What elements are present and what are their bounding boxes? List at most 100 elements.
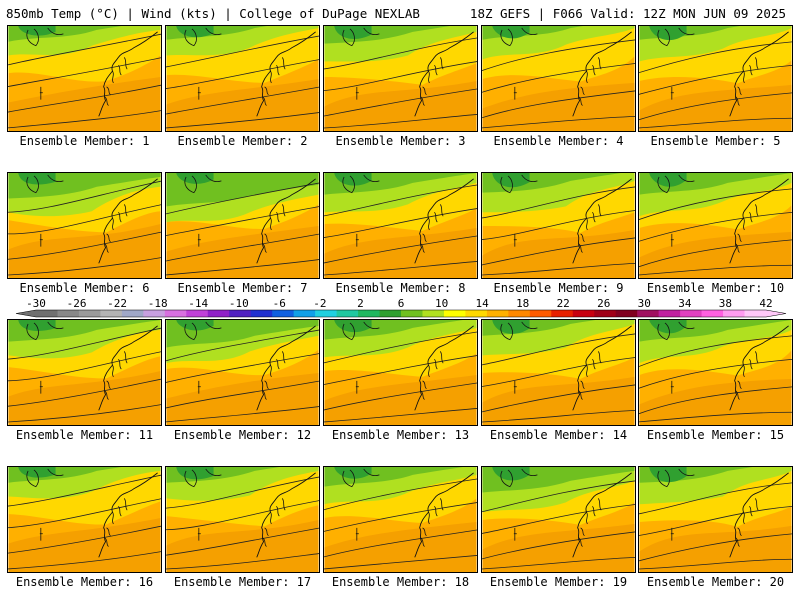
colorbar-swatch (207, 310, 230, 317)
temperature-map (323, 466, 478, 573)
header-title-right: 18Z GEFS | F066 Valid: 12Z MON JUN 09 20… (469, 6, 786, 21)
ensemble-member-panel: Ensemble Member: 1 (7, 25, 162, 148)
ensemble-member-panel: Ensemble Member: 19 (481, 466, 636, 589)
colorbar-swatch (164, 310, 187, 317)
colorbar-swatch (57, 310, 80, 317)
colorbar-swatch (379, 310, 402, 317)
colorbar-swatch (551, 310, 574, 317)
temperature-map (481, 25, 636, 132)
temperature-map (165, 25, 320, 132)
temperature-map (323, 172, 478, 279)
ensemble-member-panel: Ensemble Member: 8 (323, 172, 478, 295)
ensemble-member-panel: Ensemble Member: 9 (481, 172, 636, 295)
colorbar-swatch (358, 310, 380, 317)
colorbar-swatch (658, 310, 681, 317)
colorbar-tick-label: -22 (107, 297, 127, 310)
temperature-map (323, 25, 478, 132)
colorbar-swatch (100, 310, 123, 317)
colorbar-tick-label: 2 (357, 297, 364, 310)
temperature-map (638, 319, 793, 426)
colorbar-swatch (486, 310, 509, 317)
colorbar-swatch (36, 310, 58, 317)
ensemble-member-panel: Ensemble Member: 6 (7, 172, 162, 295)
temperature-map (481, 466, 636, 573)
ensemble-member-label: Ensemble Member: 6 (19, 281, 150, 295)
colorbar-tick-label: -14 (188, 297, 208, 310)
colorbar-swatch (272, 310, 295, 317)
header-title-left: 850mb Temp (°C) | Wind (kts) | College o… (6, 6, 420, 21)
colorbar-tick-label: -6 (273, 297, 286, 310)
ensemble-member-label: Ensemble Member: 5 (650, 134, 781, 148)
ensemble-member-label: Ensemble Member: 20 (646, 575, 785, 589)
temperature-map (7, 466, 162, 573)
temperature-map (165, 172, 320, 279)
colorbar-swatch (78, 310, 101, 317)
colorbar-swatch (186, 310, 209, 317)
temperature-map (638, 172, 793, 279)
ensemble-member-label: Ensemble Member: 16 (15, 575, 154, 589)
colorbar-swatch (701, 310, 724, 317)
colorbar-tick-label: -30 (26, 297, 46, 310)
ensemble-member-panel: Ensemble Member: 13 (323, 319, 478, 442)
colorbar-tick-label: 34 (678, 297, 692, 310)
ensemble-member-panel: Ensemble Member: 15 (638, 319, 793, 442)
colorbar-swatch (229, 310, 252, 317)
colorbar-swatch (336, 310, 359, 317)
colorbar-swatch (637, 310, 660, 317)
ensemble-member-label: Ensemble Member: 7 (177, 281, 308, 295)
ensemble-member-label: Ensemble Member: 9 (493, 281, 624, 295)
colorbar-swatch (744, 310, 767, 317)
temperature-colorbar: -30 -26 -22 -18 -14 -10 -6 -2 2 6 10 14 18 22 26 30 34 38… (15, 297, 787, 318)
colorbar-swatch (572, 310, 595, 317)
colorbar-tick-label: 18 (516, 297, 529, 310)
colorbar-swatch (615, 310, 638, 317)
ensemble-member-panel: Ensemble Member: 12 (165, 319, 320, 442)
colorbar-swatch (680, 310, 702, 317)
ensemble-member-label: Ensemble Member: 2 (177, 134, 308, 148)
ensemble-member-label: Ensemble Member: 3 (335, 134, 466, 148)
colorbar-swatch (315, 310, 337, 317)
colorbar-left-arrow (16, 310, 36, 317)
colorbar-swatch (723, 310, 745, 317)
colorbar-tick-label: 14 (475, 297, 489, 310)
ensemble-member-label: Ensemble Member: 1 (19, 134, 150, 148)
colorbar-swatch (250, 310, 273, 317)
ensemble-member-panel: Ensemble Member: 17 (165, 466, 320, 589)
ensemble-member-panel: Ensemble Member: 14 (481, 319, 636, 442)
colorbar-swatch (594, 310, 617, 317)
ensemble-member-label: Ensemble Member: 10 (646, 281, 785, 295)
ensemble-member-label: Ensemble Member: 12 (173, 428, 312, 442)
colorbar-tick-label: -26 (67, 297, 87, 310)
ensemble-member-label: Ensemble Member: 11 (15, 428, 154, 442)
temperature-map (638, 466, 793, 573)
ensemble-member-label: Ensemble Member: 14 (489, 428, 628, 442)
temperature-map (7, 172, 162, 279)
temperature-map (165, 466, 320, 573)
temperature-map (481, 319, 636, 426)
colorbar-tick-label: 26 (597, 297, 610, 310)
colorbar-swatch (293, 310, 316, 317)
ensemble-member-panel: Ensemble Member: 2 (165, 25, 320, 148)
temperature-map (638, 25, 793, 132)
ensemble-member-panel: Ensemble Member: 10 (638, 172, 793, 295)
colorbar-tick-label: 42 (759, 297, 772, 310)
ensemble-member-panel: Ensemble Member: 16 (7, 466, 162, 589)
temperature-map (7, 319, 162, 426)
colorbar-swatch (143, 310, 166, 317)
colorbar-swatch (529, 310, 552, 317)
ensemble-member-panel: Ensemble Member: 11 (7, 319, 162, 442)
colorbar-swatch (401, 310, 423, 317)
colorbar-tick-label: 22 (557, 297, 570, 310)
ensemble-member-label: Ensemble Member: 13 (331, 428, 470, 442)
colorbar-right-arrow (766, 310, 786, 317)
colorbar-tick-label: -2 (313, 297, 326, 310)
temperature-map (7, 25, 162, 132)
colorbar-tick-label: 6 (398, 297, 405, 310)
colorbar-tick-label: 10 (435, 297, 448, 310)
colorbar-swatch (422, 310, 445, 317)
temperature-map (165, 319, 320, 426)
colorbar-tick-label: 30 (638, 297, 651, 310)
ensemble-member-panel: Ensemble Member: 18 (323, 466, 478, 589)
ensemble-member-panel: Ensemble Member: 5 (638, 25, 793, 148)
ensemble-member-panel: Ensemble Member: 4 (481, 25, 636, 148)
